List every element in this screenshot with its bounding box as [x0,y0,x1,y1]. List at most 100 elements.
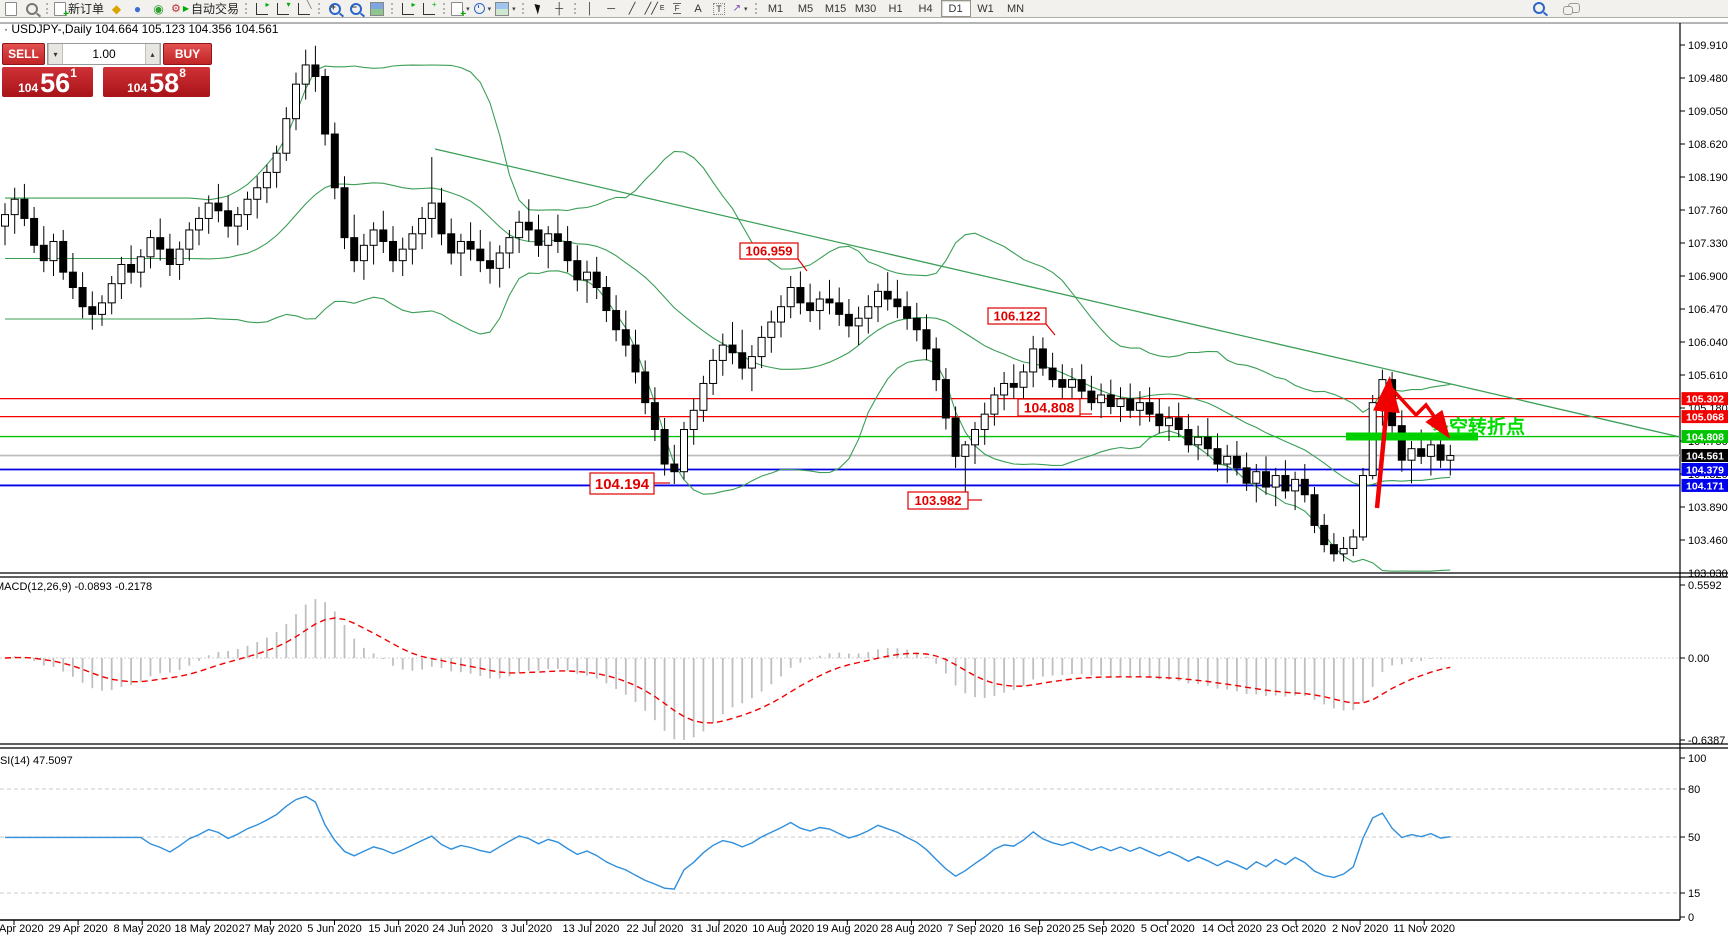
window-icon [4,1,17,16]
candle-chart-button[interactable]: + [418,0,439,16]
sell-button[interactable]: SELL [2,43,45,65]
support-highlight-bar [1346,432,1478,441]
bear-candle [941,379,950,419]
navigator-button[interactable]: ● [127,1,148,16]
price-tag-104.808 [1681,430,1728,444]
timeframe-m1-button[interactable]: M1 [767,2,784,15]
bull-candle [1068,379,1076,388]
callout-text-104.194: 104.194 [595,476,650,493]
date-label: 16 Sep 2020 [1008,923,1070,935]
chart-window-icon[interactable] [0,1,21,16]
chart-area[interactable]: 109.910 109.480 109.050 108.620 108.190 107.7… [0,17,1728,938]
trendline-tool-button[interactable]: ╱ [622,1,643,16]
tile-windows-button[interactable] [366,1,387,16]
caret-icon: ▾ [466,5,470,13]
date-label: 3 Jul 2020 [501,923,552,935]
new-order-button[interactable]: + 新订单 [52,1,106,19]
bear-candle [59,240,68,273]
timeframe-mn-button[interactable]: MN [1006,2,1025,15]
template-dropdown-button[interactable]: ▾ [493,1,518,16]
volume-decrease-button[interactable]: ▾ [48,44,63,64]
search-icon [1532,2,1545,14]
timeframe-m15-button[interactable]: M15 [824,2,847,15]
price-tag-label: 105.302 [1686,394,1724,406]
scale-fix-button[interactable]: ╲ [293,0,314,16]
bull-candle [1339,547,1348,555]
turning-point-annotation: 多空转折点 [1430,415,1525,438]
bar-chart-button[interactable]: ▸ [397,0,418,16]
price-axis-label: 103.030 [1688,568,1728,580]
price-axis-label: 109.910 [1688,40,1728,52]
bear-candle [156,237,165,250]
channel-letter: E [659,5,665,12]
vline-tool-button[interactable]: │ [580,1,601,16]
price-tag-label: 104.561 [1686,451,1724,463]
ask-price-display[interactable]: 104 58 8 [103,67,210,97]
rsi-axis-label: 15 [1688,888,1700,900]
date-label: 8 May 2020 [113,923,170,935]
price-tag-105.302 [1681,392,1728,406]
profiles-button[interactable] [21,1,42,16]
bull-candle [195,217,203,231]
hline-tool-button[interactable]: ─ [601,1,622,16]
autotrading-play-icon: ▶ [182,4,190,13]
bear-candle [1320,524,1329,546]
period-dropdown-button[interactable]: ▾ [472,1,494,16]
date-label: 24 Jun 2020 [432,923,493,935]
price-tag-104.171 [1681,478,1728,492]
price-axis-label: 107.330 [1688,238,1728,250]
timeframe-m30-button[interactable]: M30 [854,2,877,15]
date-label: 29 Apr 2020 [48,923,107,935]
date-label: 18 May 2020 [174,923,238,935]
bear-candle [321,75,330,135]
bear-candle [466,240,475,250]
bear-candle [612,310,621,331]
bear-candle [1300,478,1309,496]
search-button[interactable] [1528,1,1549,16]
bull-candle [1407,448,1416,461]
ideas-button[interactable] [1562,1,1584,16]
buy-button[interactable]: BUY [163,43,212,65]
channel-tool-button[interactable]: ╱╱ E [643,1,667,16]
callout-text-106.122: 106.122 [994,309,1041,324]
autoscroll-button[interactable]: ▾ [272,0,293,16]
new-order-icon: + [54,1,69,19]
bear-candle [592,271,601,289]
bear-candle [68,271,77,289]
autotrading-button[interactable]: ⚙ ▶ 自动交易 [169,1,241,16]
timeframe-h4-button[interactable]: H4 [918,2,933,15]
bear-candle [1087,390,1096,404]
chart-plot[interactable]: 109.910 109.480 109.050 108.620 108.190 107.7… [0,22,1728,935]
text-tool-button[interactable]: A [688,1,709,16]
bull-candle [515,221,524,239]
date-label: 10 Aug 2020 [752,923,814,935]
arrows-icon: ↗ [732,3,741,14]
bear-candle [1155,413,1164,427]
timeframe-w1-button[interactable]: W1 [977,2,994,15]
cursor-tool-button[interactable] [528,1,549,16]
chart-shift-button[interactable]: ▸ [251,0,272,16]
bear-candle [476,248,485,262]
bull-candle [1116,398,1125,407]
zoom-out-button[interactable]: − [345,1,366,16]
fibonacci-tool-button[interactable]: F [667,1,688,16]
clock-icon [473,3,485,14]
label-tool-button[interactable]: T [709,1,730,16]
shapes-dropdown-button[interactable]: ↗ ▾ [730,1,751,16]
crosshair-tool-button[interactable]: ┼ [549,1,570,16]
price-tag-label: 104.379 [1686,464,1724,476]
volume-input[interactable] [63,44,145,64]
candle-chart-icon: + [422,0,437,15]
timeframe-m5-button[interactable]: M5 [797,2,814,15]
volume-increase-button[interactable]: ▴ [145,44,160,64]
bull-candle [1194,436,1203,446]
timeframe-d1-button[interactable]: D1 [940,0,971,17]
autoscroll-icon: ▾ [276,0,291,15]
add-indicator-button[interactable]: + ▾ [449,1,472,19]
terminal-button[interactable]: ◉ [148,1,169,16]
fibonacci-icon: F [672,3,682,14]
bid-price-display[interactable]: 104 56 1 [2,67,93,97]
timeframe-h1-button[interactable]: H1 [888,2,903,15]
marketwatch-button[interactable]: ◆ [106,1,127,16]
zoom-in-button[interactable]: + [324,1,345,16]
